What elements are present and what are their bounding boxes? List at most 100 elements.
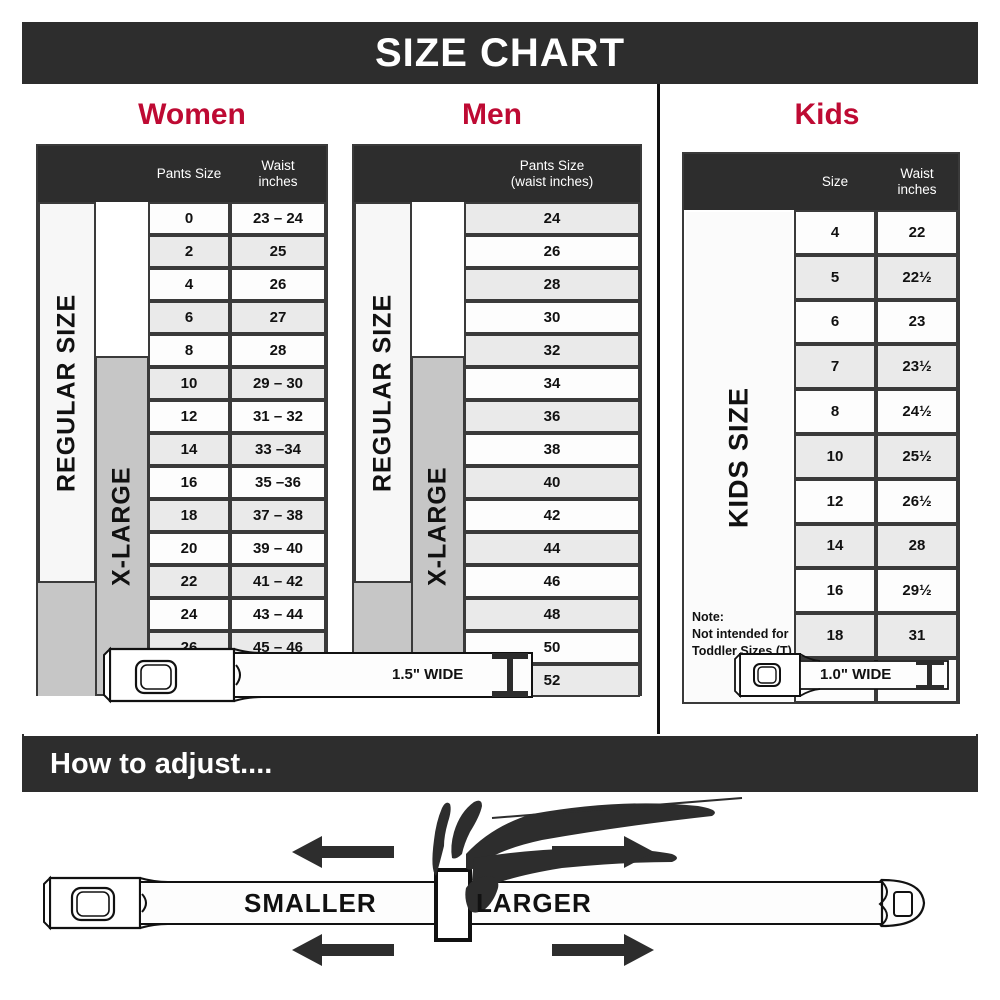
kids-size-cell: 16 [794,568,876,614]
men-size-cell: 28 [464,268,640,301]
men-column-size: 24 26 28 30 32 34 36 38 40 42 44 46 48 50 52 [464,202,640,697]
kids-belt-width-label: 1.0" WIDE [820,666,892,683]
women-label-regular-size: REGULAR SIZE [38,202,96,583]
women-size-cell: 14 [148,433,230,466]
kids-size-cell: 6 [794,299,876,345]
women-waist-cell: 26 [230,268,326,301]
men-size-cell: 42 [464,499,640,532]
women-size-cell: 10 [148,367,230,400]
women-size-cell: 0 [148,202,230,235]
panel-heading-kids: Kids [794,98,860,131]
kids-size-cell: 18 [794,613,876,658]
adult-belt-svg [103,646,533,704]
smaller-label: SMALLER [244,888,377,918]
kids-waist-cell: 28 [876,523,958,569]
kids-size-cell: 5 [794,254,876,300]
kids-waist-cell: 23 [876,299,958,345]
men-size-cell: 32 [464,334,640,367]
kids-waist-cell: 24½ [876,389,958,434]
women-waist-cell: 23 – 24 [230,202,326,235]
women-size-cell: 20 [148,532,230,565]
women-waist-cell: 43 – 44 [230,598,326,631]
women-waist-cell: 25 [230,235,326,268]
how-to-adjust-heading: How to adjust.... [50,747,273,780]
women-size-cell: 16 [148,466,230,499]
kids-waist-cell: 22½ [876,254,958,300]
men-size-cell: 24 [464,202,640,235]
women-col-header-waist: Waist inches [258,157,298,189]
kids-waist-cell: 26½ [876,478,958,524]
women-waist-cell: 28 [230,334,326,367]
kids-col-header-waist: Waist inches [897,165,937,197]
women-waist-cell: 35 –36 [230,466,326,499]
women-size-cell: 8 [148,334,230,367]
men-size-cell: 30 [464,301,640,334]
women-waist-cell: 29 – 30 [230,367,326,400]
women-size-cell: 22 [148,565,230,598]
arrow-smaller-top [292,836,394,868]
women-waist-cell: 37 – 38 [230,499,326,532]
title-bar: SIZE CHART [22,22,978,84]
women-waist-cell: 27 [230,301,326,334]
kids-size-cell: 4 [794,210,876,255]
men-size-cell: 50 [464,631,640,664]
kids-waist-cell: 22 [876,210,958,255]
women-size-cell: 18 [148,499,230,532]
panel-heading-women: Women [138,98,246,131]
how-to-adjust-bar: How to adjust.... [22,736,978,792]
women-size-cell: 2 [148,235,230,268]
kids-size-cell: 10 [794,434,876,479]
kids-waist-cell: 29½ [876,568,958,614]
arrow-larger-bottom [552,934,654,966]
kids-waist-cell: 31 [876,613,958,658]
kids-waist-cell: 23½ [876,344,958,390]
men-size-cell: 36 [464,400,640,433]
women-column-size: 0246810121416182022242628 [148,202,230,697]
kids-belt-svg [734,651,949,699]
vertical-divider [657,84,660,734]
women-col-header-pants: Pants Size [156,165,222,181]
women-size-table: Pants Size Waist inches REGULAR SIZE X-L… [36,144,328,697]
men-size-cell: 46 [464,565,640,598]
adult-belt-width-label: 1.5" WIDE [392,666,464,683]
how-to-adjust-panel: SMALLER LARGER [22,792,978,978]
women-size-cell: 24 [148,598,230,631]
kids-size-cell: 8 [794,389,876,434]
page-title: SIZE CHART [375,30,625,75]
women-waist-cell: 33 –34 [230,433,326,466]
arrow-larger-top [552,836,654,868]
women-size-cell: 4 [148,268,230,301]
men-size-cell: 26 [464,235,640,268]
belt-adjust-diagram [43,797,926,966]
kids-size-cell: 14 [794,523,876,569]
men-size-cell: 48 [464,598,640,631]
women-size-cell: 12 [148,400,230,433]
women-waist-cell: 31 – 32 [230,400,326,433]
tables-section: Women Men Kids Pants Size Waist inches R… [22,84,978,734]
men-size-cell: 44 [464,532,640,565]
men-size-table: Pants Size (waist inches) REGULAR SIZE X… [352,144,642,697]
men-label-regular-size: REGULAR SIZE [354,202,412,583]
kids-belt-illustration: 1.0" WIDE [734,646,960,704]
women-table-header: Pants Size Waist inches [38,146,326,202]
kids-table-header: Size Waist inches [684,154,958,210]
kids-size-table: Size Waist inches KIDS SIZE Note: Not in… [682,152,960,704]
men-table-header: Pants Size (waist inches) [354,146,640,202]
larger-label: LARGER [476,888,592,918]
men-size-cell: 34 [464,367,640,400]
women-waist-cell: 39 – 40 [230,532,326,565]
women-column-waist: 23 – 24 25 26 27 28 29 – 30 31 – 32 33 –34 35 –3… [230,202,326,697]
kids-column-size: 45678101214161820 [794,210,876,703]
arrow-smaller-bottom [292,934,394,966]
men-col-header-pants: Pants Size (waist inches) [510,157,594,189]
kids-waist-cell: 25½ [876,434,958,479]
kids-size-cell: 7 [794,344,876,390]
women-waist-cell: 41 – 42 [230,565,326,598]
adult-belt-illustration: 1.5" WIDE [102,639,542,709]
men-size-cell: 38 [464,433,640,466]
kids-col-header-size: Size [821,173,849,189]
men-size-cell: 40 [464,466,640,499]
kids-size-cell: 12 [794,478,876,524]
